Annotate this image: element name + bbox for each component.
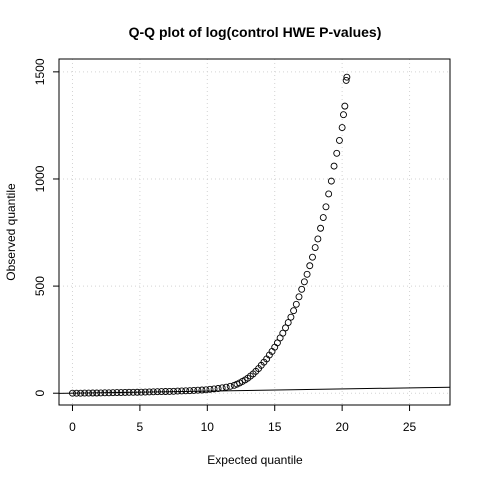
data-point <box>282 324 289 332</box>
data-point <box>322 203 330 211</box>
data-point <box>77 389 85 397</box>
data-point <box>105 389 113 397</box>
data-point <box>182 387 190 395</box>
data-point <box>317 224 325 232</box>
data-point <box>279 329 287 337</box>
plot-frame <box>58 58 451 406</box>
data-point <box>338 124 346 132</box>
x-tick-label-2: 10 <box>201 420 215 434</box>
data-point <box>69 389 76 397</box>
x-axis-ticks: 0 5 10 15 20 25 <box>69 405 417 434</box>
data-point <box>303 270 311 278</box>
data-point <box>117 389 125 397</box>
data-point <box>330 162 338 170</box>
data-point <box>81 389 89 397</box>
data-point <box>125 388 133 396</box>
x-tick-label-3: 15 <box>268 420 282 434</box>
data-point <box>214 385 222 392</box>
data-point <box>335 136 343 144</box>
data-point <box>85 389 93 397</box>
data-point <box>97 389 105 397</box>
data-point <box>129 388 137 396</box>
chart-title: Q-Q plot of log(control HWE P-values) <box>129 24 382 40</box>
data-point <box>153 388 161 396</box>
y-tick-label-3: 1500 <box>33 58 47 85</box>
data-point <box>113 389 121 397</box>
data-point <box>314 235 322 243</box>
y-tick-label-1: 500 <box>33 276 47 296</box>
y-axis-label: Observed quantile <box>4 183 18 281</box>
x-tick-label-1: 5 <box>137 420 144 434</box>
data-point <box>145 388 153 396</box>
data-point <box>290 307 298 315</box>
data-point <box>222 383 230 391</box>
data-point <box>340 111 347 119</box>
y-tick-label-2: 1000 <box>33 165 47 192</box>
data-point <box>319 214 327 221</box>
y-axis-ticks: 0 500 1000 1500 <box>33 58 59 397</box>
data-point <box>101 389 109 397</box>
data-point <box>149 388 157 396</box>
data-point <box>206 385 214 393</box>
data-point <box>202 386 210 394</box>
data-point <box>158 388 165 396</box>
data-point <box>343 73 351 81</box>
data-point <box>292 300 300 308</box>
data-point <box>190 386 198 394</box>
data-point <box>186 387 194 395</box>
data-point <box>298 285 306 293</box>
data-point <box>89 389 97 397</box>
data-points <box>69 73 351 397</box>
data-point <box>341 102 349 110</box>
grid-lines <box>59 59 450 405</box>
data-point <box>300 278 308 286</box>
data-point <box>109 389 117 397</box>
x-tick-label-4: 20 <box>335 420 349 434</box>
data-point <box>194 386 202 394</box>
data-point <box>218 384 226 392</box>
data-point <box>73 389 80 397</box>
data-point <box>333 149 341 157</box>
x-tick-label-0: 0 <box>69 420 76 434</box>
data-point <box>133 388 141 396</box>
x-axis-label: Expected quantile <box>207 453 303 467</box>
data-point <box>162 388 169 395</box>
data-point <box>306 262 314 270</box>
data-point <box>295 293 303 301</box>
data-point <box>170 387 178 395</box>
data-point <box>121 389 129 396</box>
data-point <box>287 313 295 321</box>
data-point <box>141 388 149 396</box>
data-point <box>284 319 292 326</box>
data-point <box>210 385 218 393</box>
data-point <box>309 253 316 261</box>
x-tick-label-5: 25 <box>403 420 417 434</box>
data-point <box>325 190 333 198</box>
data-point <box>178 387 186 395</box>
y-tick-label-0: 0 <box>33 390 47 397</box>
data-point <box>226 382 234 390</box>
data-point <box>137 388 145 396</box>
data-point <box>93 389 101 397</box>
data-point <box>166 387 174 395</box>
data-point <box>342 76 350 84</box>
data-point <box>327 177 335 185</box>
data-point <box>174 387 182 395</box>
data-point <box>311 244 319 251</box>
data-point <box>198 386 206 394</box>
